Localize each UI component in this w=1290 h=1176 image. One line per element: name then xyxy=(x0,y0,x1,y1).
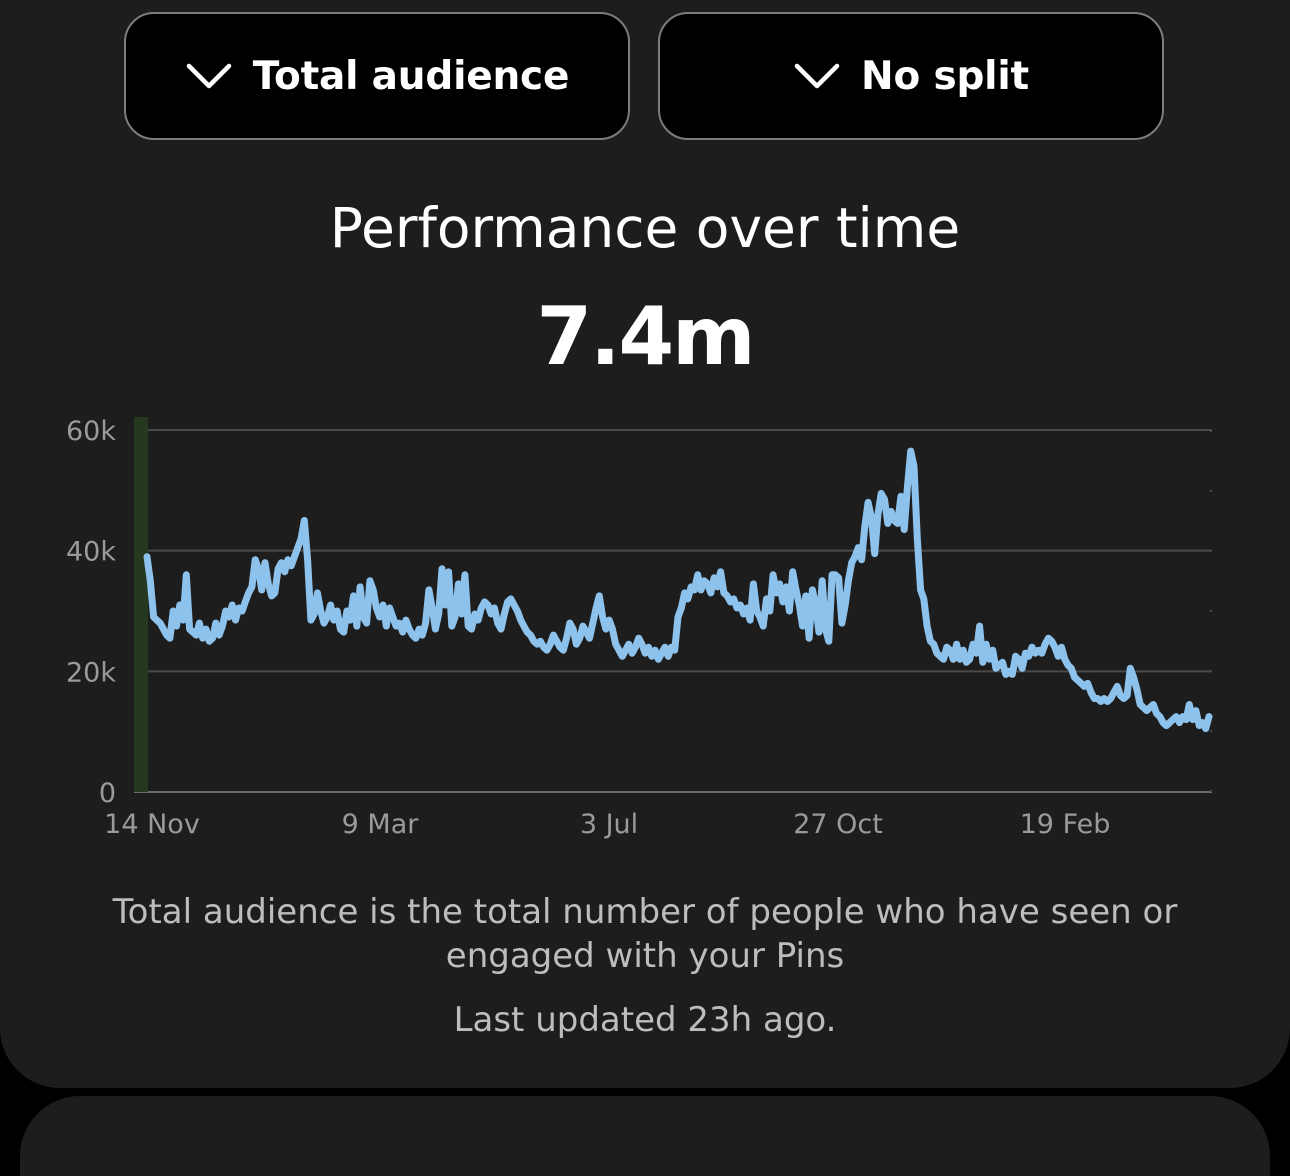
audience-dropdown[interactable]: Total audience xyxy=(124,12,630,140)
x-tick-label: 9 Mar xyxy=(342,809,420,840)
performance-card: Total audience No split Performance over… xyxy=(0,0,1290,1088)
next-card xyxy=(20,1096,1270,1176)
y-tick-label: 40k xyxy=(66,537,116,568)
x-tick-label: 19 Feb xyxy=(1020,809,1111,840)
y-tick-label: 20k xyxy=(66,657,116,688)
chart-series xyxy=(143,447,1213,733)
last-updated-text: Last updated 23h ago. xyxy=(453,1000,837,1040)
split-dropdown[interactable]: No split xyxy=(658,12,1164,140)
x-axis-labels: 14 Nov 9 Mar 3 Jul 27 Oct 19 Feb xyxy=(104,809,1110,840)
chart-description: Total audience is the total number of pe… xyxy=(112,892,1178,976)
performance-line-chart: 0 20k 40k 60k 14 Nov 9 Mar 3 Jul 27 Oct 19 Feb xyxy=(66,416,1213,840)
y-tick-label: 60k xyxy=(66,416,116,447)
chevron-down-icon xyxy=(794,63,840,89)
chart-heading: Performance over time xyxy=(329,196,961,260)
y-axis-labels: 0 20k 40k 60k xyxy=(66,416,116,809)
audience-dropdown-label: Total audience xyxy=(252,53,570,99)
chart-grid xyxy=(134,429,1212,793)
series-line xyxy=(143,447,1213,733)
total-value: 7.4m xyxy=(536,290,755,383)
x-tick-label: 14 Nov xyxy=(104,809,200,840)
x-tick-label: 3 Jul xyxy=(580,809,638,840)
x-tick-label: 27 Oct xyxy=(793,809,883,840)
split-dropdown-label: No split xyxy=(861,53,1029,99)
selected-day-highlight xyxy=(134,417,148,792)
chevron-down-icon xyxy=(186,63,231,89)
y-tick-label: 0 xyxy=(99,778,116,809)
